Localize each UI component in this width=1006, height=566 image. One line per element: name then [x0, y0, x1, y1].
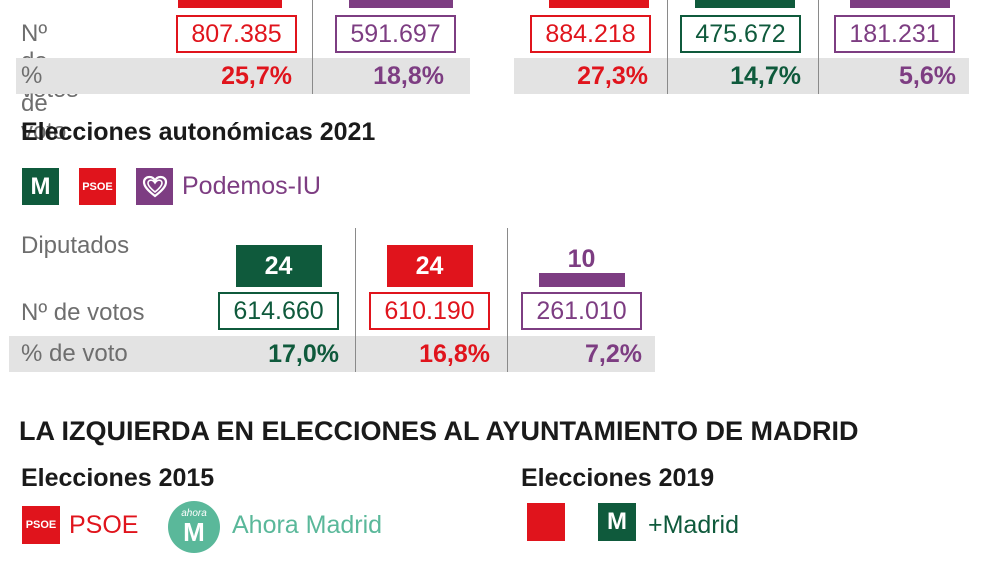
divider [312, 0, 313, 94]
cutoff-bar-psoe [178, 0, 282, 8]
seat-count: 24 [264, 252, 293, 280]
pct-value: 7,2% [585, 340, 642, 368]
vote-box: 261.010 [521, 292, 642, 330]
seat-bar [386, 245, 473, 287]
ahora-logo-top: ahora [181, 508, 207, 519]
seats-row-label: Diputados [21, 232, 130, 259]
cutoff-bar-mas-madrid [695, 0, 795, 8]
ahora-madrid-legend-label: Ahora Madrid [232, 511, 383, 539]
votes-row-label: Nº de votos [21, 299, 145, 326]
ahora-madrid-logo-icon: ahora M [168, 501, 220, 553]
seat-bar [538, 273, 625, 287]
vote-box: 614.660 [218, 292, 339, 330]
vote-box-psoe: 884.218 [530, 15, 651, 53]
section-heading: Elecciones autonómicas 2021 [21, 118, 376, 146]
divider [818, 0, 819, 94]
mas-madrid-logo-icon: M [22, 168, 59, 205]
pct-row-label: % de voto [21, 340, 128, 367]
vote-box: 610.190 [369, 292, 490, 330]
vote-box-psoe: 807.385 [176, 15, 297, 53]
seat-count: 24 [415, 252, 444, 280]
psoe-logo-icon: PSOE [22, 506, 60, 544]
podemos-legend-label: Podemos-IU [182, 172, 321, 200]
psoe-logo-icon: PSOE [79, 168, 116, 205]
psoe-logo-text: PSOE [82, 180, 113, 193]
psoe-legend-label: PSOE [69, 511, 139, 539]
pct-band [514, 58, 969, 94]
podemos-heart-icon [136, 168, 173, 205]
heart-icon [142, 175, 167, 197]
vote-box-podemos: 181.231 [834, 15, 955, 53]
subsection-heading-2015: Elecciones 2015 [21, 464, 215, 492]
pct-psoe: 25,7% [221, 62, 292, 90]
cutoff-bar-podemos [349, 0, 453, 8]
pct-podemos: 18,8% [373, 62, 444, 90]
divider [507, 228, 508, 372]
mas-madrid-legend-label: +Madrid [648, 511, 740, 539]
pct-value: 16,8% [419, 340, 490, 368]
pct-row-label: % de voto [21, 62, 67, 145]
divider [667, 0, 668, 94]
seat-count: 10 [567, 245, 596, 273]
divider [355, 228, 356, 372]
mas-madrid-logo-icon: M [598, 503, 636, 541]
subsection-heading-2019: Elecciones 2019 [521, 464, 715, 492]
mas-madrid-logo-letter: M [607, 508, 627, 535]
pct-psoe: 27,3% [577, 62, 648, 90]
pct-mas-madrid: 14,7% [730, 62, 801, 90]
section-title: LA IZQUIERDA EN ELECCIONES AL AYUNTAMIEN… [19, 416, 859, 446]
pct-band [9, 336, 655, 372]
vote-box-podemos: 591.697 [335, 15, 456, 53]
cutoff-bar-psoe [549, 0, 649, 8]
pct-podemos: 5,6% [899, 62, 956, 90]
pct-value: 17,0% [268, 340, 339, 368]
mas-madrid-logo-letter: M [30, 172, 51, 200]
seat-bar [235, 245, 322, 287]
pct-band [16, 58, 470, 94]
vote-box-mas-madrid: 475.672 [680, 15, 801, 53]
ahora-logo-letter: M [183, 517, 205, 547]
psoe-logo-text: PSOE [25, 519, 57, 531]
cutoff-bar-podemos [850, 0, 950, 8]
psoe-color-swatch-icon [527, 503, 565, 541]
